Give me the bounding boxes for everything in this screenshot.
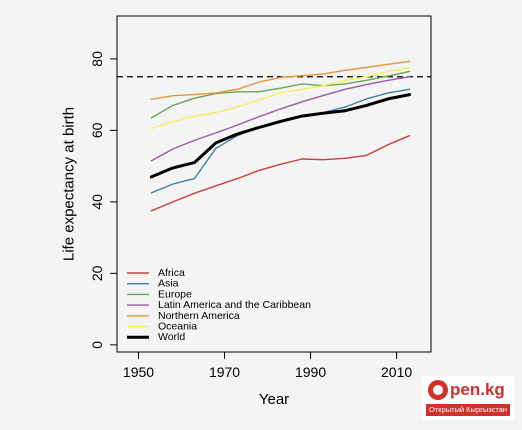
y-tick-label: 40	[89, 194, 105, 210]
series-line-latin-america-and-the-caribbean	[150, 76, 411, 162]
legend-entry: World	[158, 331, 185, 343]
x-tick-label: 1970	[209, 364, 240, 380]
y-tick-label: 0	[89, 341, 105, 349]
legend-entry: Africa	[158, 267, 185, 279]
x-tick-label: 1950	[123, 364, 154, 380]
pen-kg-logo-icon	[428, 380, 448, 400]
series-line-africa	[150, 134, 411, 212]
y-tick-label: 20	[89, 265, 105, 281]
legend-entry: Asia	[158, 278, 179, 290]
legend-entry: Northern America	[158, 310, 240, 322]
watermark-logo: pen.kg Открытый Кыргызстан	[422, 376, 514, 420]
x-tick-label: 1990	[295, 364, 326, 380]
series-line-europe	[150, 70, 411, 119]
y-tick-label: 60	[89, 122, 105, 138]
plot-frame	[116, 15, 432, 353]
legend-entry: Oceania	[158, 321, 197, 333]
legend-entry: Latin America and the Caribbean	[158, 299, 311, 311]
watermark-brand: pen.kg	[450, 380, 505, 399]
y-tick-label: 80	[89, 51, 105, 67]
series-line-world	[149, 93, 411, 179]
series-line-northern-america	[150, 60, 411, 101]
series-line-oceania	[150, 67, 411, 130]
legend-entry: Europe	[158, 288, 192, 300]
watermark-tagline: Открытый Кыргызстан	[426, 404, 510, 416]
x-axis-label: Year	[259, 391, 289, 408]
x-tick-label: 2010	[381, 364, 412, 380]
y-axis-label: Life expectancy at birth	[61, 107, 78, 261]
